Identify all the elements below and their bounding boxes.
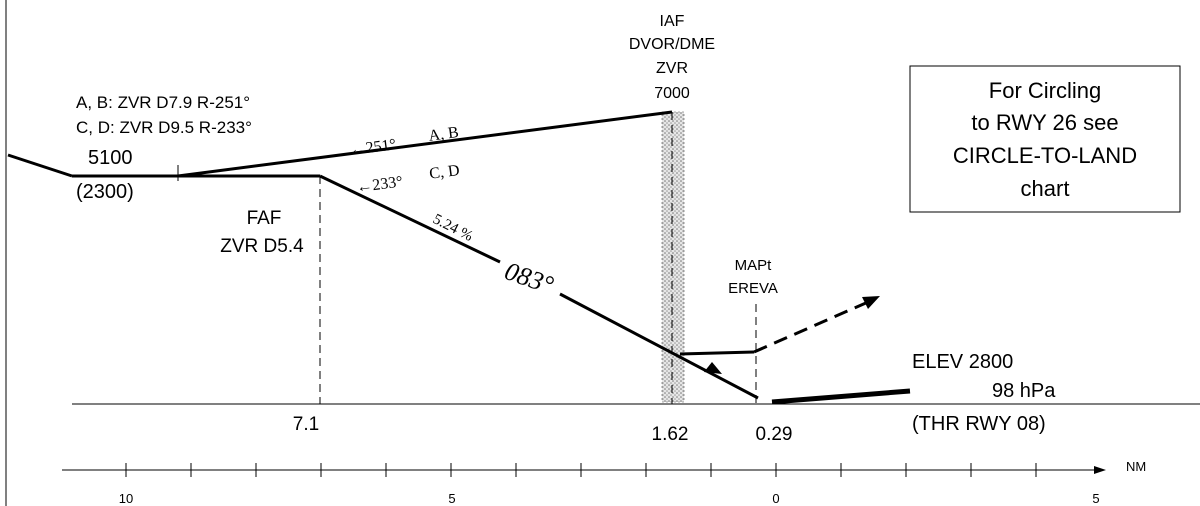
circling-note-line4: chart [1021, 176, 1070, 201]
final-descent-line-2 [559, 292, 759, 400]
threshold-pressure: 98 hPa [992, 380, 1056, 402]
initial-descent-line [7, 153, 73, 178]
scale-label-0: 0 [772, 491, 779, 506]
iaf-ident: ZVR [656, 60, 688, 77]
iaf-dme-column [661, 111, 685, 403]
iaf-facility: DVOR/DME [629, 36, 715, 53]
missed-approach-line [753, 300, 869, 354]
iaf-label: IAF [660, 13, 685, 30]
scale-label-10: 10 [119, 491, 133, 506]
level-segment-line [679, 350, 755, 356]
track-cd-group: ←233° C, D [356, 162, 461, 196]
circling-note-line3: CIRCLE-TO-LAND [953, 143, 1137, 168]
threshold-elev: ELEV 2800 [912, 351, 1013, 373]
mapt-name: EREVA [728, 280, 778, 297]
scale-label-5-left: 5 [448, 491, 455, 506]
track-ab-group: ←251° A, B [349, 124, 460, 159]
track-ab-course: ←251° [349, 136, 397, 159]
runway-line [771, 388, 911, 405]
circling-note-line2: to RWY 26 see [971, 110, 1118, 135]
initial-altitude-msl: 5100 [88, 147, 133, 169]
faf-label: FAF [247, 208, 282, 229]
track-cd-course: ←233° [356, 173, 404, 196]
iaf-altitude: 7000 [654, 85, 690, 102]
circling-note-line1: For Circling [989, 78, 1101, 103]
fix-note-ab: A, B: ZVR D7.9 R-251° [76, 93, 250, 112]
distance-faf: 7.1 [293, 414, 319, 435]
track-ab-category: A, B [428, 124, 460, 145]
threshold-runway: (THR RWY 08) [912, 413, 1046, 435]
final-course: 083° [501, 256, 557, 300]
track-line-to-iaf [177, 110, 673, 178]
scale-unit: NM [1126, 459, 1146, 474]
distance-iaf: 1.62 [652, 424, 689, 445]
initial-altitude-height: (2300) [76, 181, 134, 203]
circling-note-box [909, 65, 1181, 213]
missed-approach-arrowhead [862, 296, 880, 309]
fix-note-cd: C, D: ZVR D9.5 R-233° [76, 118, 252, 137]
faf-distance: ZVR D5.4 [220, 236, 304, 257]
track-cd-category: C, D [428, 162, 460, 183]
distance-mapt: 0.29 [756, 424, 793, 445]
scale-ticks [125, 463, 1037, 477]
final-descent-line-1 [319, 174, 501, 264]
scale-label-5-right: 5 [1092, 491, 1099, 506]
mapt-label: MAPt [735, 257, 773, 274]
descent-arrowhead [704, 362, 722, 374]
scale-arrowhead [1094, 466, 1106, 474]
